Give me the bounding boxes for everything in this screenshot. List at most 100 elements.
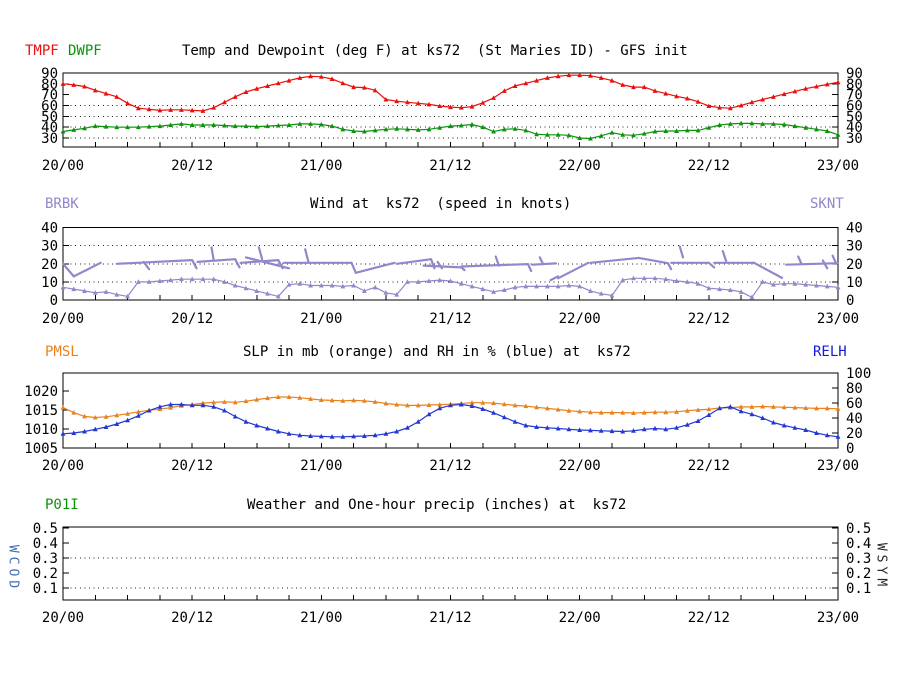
svg-text:90: 90 bbox=[41, 66, 58, 82]
svg-text:22/12: 22/12 bbox=[688, 311, 730, 327]
panel-wind: 0 10 20 30 40 0 10 20 30 40 20/00 20/12 21/00 21/12 22… bbox=[41, 221, 863, 328]
svg-text:0.4: 0.4 bbox=[33, 536, 58, 552]
panel-precip-ylabels-right: 0.10.20.30.40.5 bbox=[846, 521, 871, 597]
slp-rh-panel-title: SLP in mb (orange) and RH in % (blue) at… bbox=[243, 344, 631, 360]
panel-wind-ylabels-right: 0 10 20 30 40 bbox=[846, 221, 863, 310]
svg-text:22/00: 22/00 bbox=[559, 458, 601, 474]
svg-text:60: 60 bbox=[41, 99, 58, 115]
svg-text:21/00: 21/00 bbox=[300, 458, 342, 474]
panel-temp-dewpoint-axes bbox=[62, 72, 839, 148]
p01i-legend: P01I bbox=[45, 497, 79, 513]
brbk-legend: BRBK bbox=[45, 196, 79, 212]
svg-text:40: 40 bbox=[41, 221, 58, 237]
pmsl-legend: PMSL bbox=[45, 344, 79, 360]
svg-text:20: 20 bbox=[846, 426, 863, 442]
svg-text:20/00: 20/00 bbox=[42, 311, 84, 327]
svg-text:1010: 1010 bbox=[24, 422, 58, 438]
svg-text:23/00: 23/00 bbox=[817, 610, 859, 626]
tmpf-legend: TMPF bbox=[25, 43, 59, 59]
svg-text:0.1: 0.1 bbox=[33, 581, 58, 597]
svg-text:23/00: 23/00 bbox=[817, 311, 859, 327]
series-SKNT bbox=[60, 275, 841, 300]
svg-text:20/00: 20/00 bbox=[42, 158, 84, 174]
panel-wind-xlabels: 20/00 20/12 21/00 21/12 22/00 22/12 23/00 bbox=[42, 311, 859, 327]
svg-text:20/12: 20/12 bbox=[171, 610, 213, 626]
panel-precip-grid bbox=[66, 557, 835, 589]
svg-text:80: 80 bbox=[846, 77, 863, 93]
svg-text:0.5: 0.5 bbox=[33, 521, 58, 537]
svg-text:21/00: 21/00 bbox=[300, 610, 342, 626]
svg-text:10: 10 bbox=[846, 275, 863, 291]
svg-text:30: 30 bbox=[41, 131, 58, 147]
svg-text:23/00: 23/00 bbox=[817, 158, 859, 174]
svg-text:40: 40 bbox=[846, 120, 863, 136]
panel-precip-xlabels: 20/00 20/12 21/00 21/12 22/00 22/12 23/00 bbox=[42, 610, 859, 626]
svg-text:80: 80 bbox=[846, 381, 863, 397]
svg-text:50: 50 bbox=[41, 109, 58, 125]
svg-text:22/12: 22/12 bbox=[688, 458, 730, 474]
series-RELH bbox=[60, 401, 841, 439]
panel-temp-dewpoint-xlabels: 20/00 20/12 21/00 21/12 22/00 22/12 23/00 bbox=[42, 158, 859, 174]
svg-text:90: 90 bbox=[846, 66, 863, 82]
dwpf-legend: DWPF bbox=[68, 43, 102, 59]
wind-panel-title: Wind at ks72 (speed in knots) bbox=[310, 196, 572, 212]
svg-text:21/00: 21/00 bbox=[300, 158, 342, 174]
svg-text:22/00: 22/00 bbox=[559, 158, 601, 174]
svg-text:22/12: 22/12 bbox=[688, 610, 730, 626]
panel-precip-ylabels-left: 0.10.20.30.40.5 bbox=[33, 521, 58, 597]
svg-text:70: 70 bbox=[846, 88, 863, 104]
svg-text:22/00: 22/00 bbox=[559, 311, 601, 327]
svg-text:60: 60 bbox=[846, 396, 863, 412]
panel-precip: 0.10.20.30.40.50.10.20.30.40.520/00 20/12… bbox=[33, 521, 872, 626]
svg-text:1015: 1015 bbox=[24, 403, 58, 419]
sknt-legend: SKNT bbox=[810, 196, 844, 212]
svg-text:0.3: 0.3 bbox=[846, 551, 871, 567]
svg-text:30: 30 bbox=[846, 131, 863, 147]
svg-text:1005: 1005 bbox=[24, 441, 58, 457]
wind-barbs bbox=[61, 245, 840, 282]
panel-slp-rh-axes bbox=[62, 372, 839, 449]
svg-text:80: 80 bbox=[41, 77, 58, 93]
svg-text:0.4: 0.4 bbox=[846, 536, 871, 552]
svg-text:0.1: 0.1 bbox=[846, 581, 871, 597]
svg-text:60: 60 bbox=[846, 99, 863, 115]
svg-text:70: 70 bbox=[41, 88, 58, 104]
svg-text:21/00: 21/00 bbox=[300, 311, 342, 327]
svg-text:22/00: 22/00 bbox=[559, 610, 601, 626]
svg-text:23/00: 23/00 bbox=[817, 458, 859, 474]
svg-text:20/00: 20/00 bbox=[42, 458, 84, 474]
svg-text:10: 10 bbox=[41, 275, 58, 291]
svg-text:40: 40 bbox=[41, 120, 58, 136]
svg-text:0.2: 0.2 bbox=[33, 566, 58, 582]
precip-panel-title: Weather and One-hour precip (inches) at … bbox=[247, 497, 627, 513]
svg-text:40: 40 bbox=[846, 221, 863, 237]
svg-text:0: 0 bbox=[50, 293, 58, 309]
svg-text:20: 20 bbox=[846, 257, 863, 273]
panel-wind-ylabels-left: 0 10 20 30 40 bbox=[41, 221, 58, 310]
svg-text:50: 50 bbox=[846, 109, 863, 125]
svg-text:30: 30 bbox=[41, 239, 58, 255]
panel-slp-rh-ylabels-left: 1005 1010 1015 1020 bbox=[24, 384, 58, 457]
svg-text:21/12: 21/12 bbox=[429, 158, 471, 174]
svg-text:0.2: 0.2 bbox=[846, 566, 871, 582]
svg-text:21/12: 21/12 bbox=[429, 311, 471, 327]
svg-text:0: 0 bbox=[846, 293, 854, 309]
series-TMPF bbox=[60, 72, 841, 113]
svg-text:20/12: 20/12 bbox=[171, 158, 213, 174]
svg-text:1020: 1020 bbox=[24, 384, 58, 400]
series-DWPF bbox=[60, 120, 841, 141]
temp-panel-title: Temp and Dewpoint (deg F) at ks72 (St Ma… bbox=[182, 43, 688, 59]
svg-text:20/00: 20/00 bbox=[42, 610, 84, 626]
svg-text:20/12: 20/12 bbox=[171, 458, 213, 474]
svg-text:20/12: 20/12 bbox=[171, 311, 213, 327]
relh-legend: RELH bbox=[813, 344, 847, 360]
panel-precip-axes bbox=[62, 526, 839, 601]
svg-text:21/12: 21/12 bbox=[429, 610, 471, 626]
svg-text:0.3: 0.3 bbox=[33, 551, 58, 567]
